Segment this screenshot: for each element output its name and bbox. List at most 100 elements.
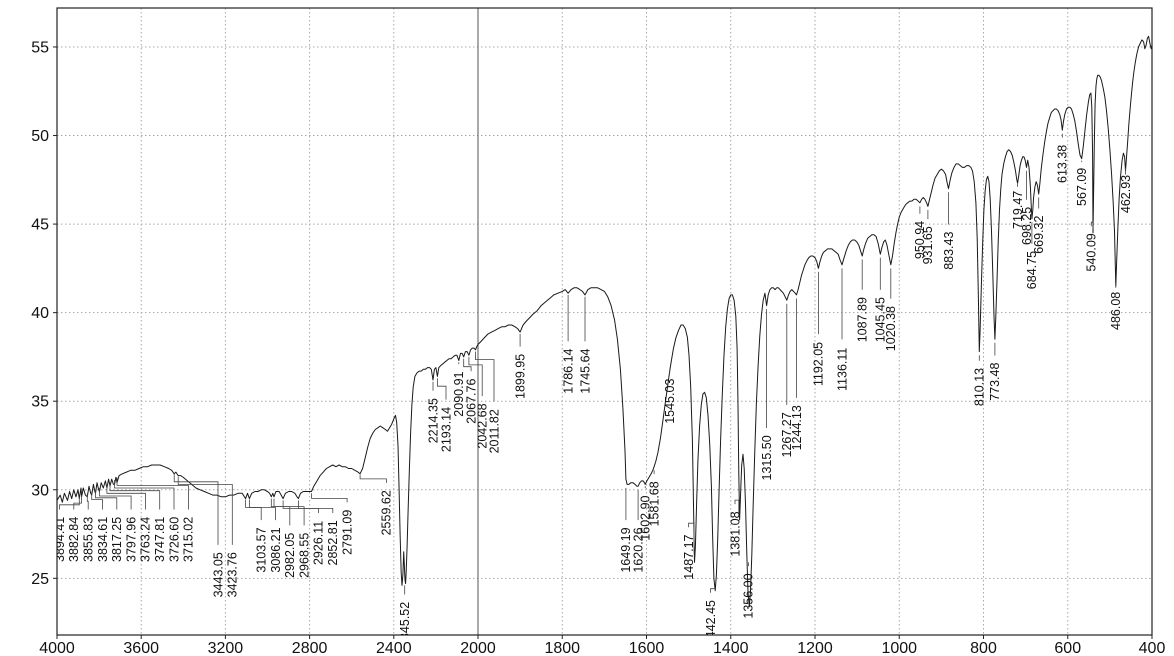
peak-leader-line [311,493,348,503]
peak-leader-line [468,356,483,397]
peak-leader-line [86,493,89,510]
peak-leader-line [249,499,276,521]
peak-label: 684.75 [1025,251,1039,289]
peak-label: 2214.35 [426,398,440,443]
peak-label: 2982.05 [283,533,297,578]
peak-label: 931.65 [921,226,935,264]
y-tick-label: 45 [31,217,49,234]
peak-label: 1087.89 [856,297,870,342]
x-tick-label: 1600 [629,640,665,656]
peak-leader-line [437,378,447,400]
peak-leader-line [710,588,715,593]
peak-label: 698.25 [1020,207,1034,245]
peak-leader-line [116,477,189,510]
peak-label: 2042.68 [476,403,490,448]
y-tick-label: 50 [31,128,49,145]
peak-leader-line [1090,221,1094,230]
peak-label: 3103.57 [255,527,269,572]
peak-leader-line [734,499,740,517]
y-tick-label: 55 [31,39,49,56]
peak-label: 1381.08 [728,511,742,556]
peak-label: 773.48 [988,363,1002,401]
peak-label: 669.32 [1032,216,1046,254]
peak-label: 950.94 [913,221,927,259]
peak-leader-line [106,485,146,510]
peak-annotations: 3894.41 3882.84 3855.83 3834.61 3817.25 3797.… [57,133,1133,647]
peak-label: 1442.45 [704,600,718,645]
peak-label: 2345.52 [398,602,412,647]
peak-leader-line [273,498,305,526]
peak-label: 1244.13 [790,405,804,450]
peak-leader-line [688,522,695,554]
peak-leader-line [298,500,334,513]
x-tick-label: 3600 [123,640,159,656]
x-tick-label: 400 [1139,640,1166,656]
peak-leader-line [95,489,118,510]
axes: 4000 3600 3200 2800 2400 2000 1800 1600 1400 1200… [31,39,1165,656]
y-tick-label: 25 [31,571,49,588]
peak-label: 2968.55 [297,533,311,578]
peak-label: 3423.76 [226,552,240,597]
x-tick-label: 2000 [460,640,496,656]
peak-label: 2090.91 [452,371,466,416]
peak-label: 1315.50 [760,435,774,480]
x-tick-label: 600 [1054,640,1081,656]
peak-label: 1545.03 [663,379,677,424]
grid [57,8,1152,635]
x-tick-label: 2400 [376,640,412,656]
x-tick-label: 1400 [713,640,749,656]
peak-label: 810.13 [973,368,987,406]
peak-leader-line [463,358,472,372]
peak-label: 462.93 [1119,175,1133,213]
peak-label: 1267.27 [780,412,794,457]
peak-label: 567.09 [1075,168,1089,206]
peak-label: 3855.83 [82,517,96,562]
peak-label: 3817.25 [110,517,124,562]
peak-leader-line [109,482,161,510]
peak-label: 486.08 [1109,292,1123,330]
peak-label: 3747.81 [153,517,167,562]
peak-label: 3797.96 [124,517,138,562]
peak-label: 1786.14 [561,348,575,393]
peak-label: 1356.00 [742,573,756,618]
peak-label: 613.38 [1056,145,1070,183]
peak-label: 2011.82 [487,409,501,453]
peak-label: 1649.19 [619,527,633,572]
peak-leader-line [91,491,103,510]
x-tick-label: 2800 [292,640,328,656]
x-tick-label: 1200 [797,640,833,656]
y-tick-label: 40 [31,305,49,322]
peak-label: 1581.68 [647,481,661,526]
x-tick-label: 1800 [544,640,580,656]
peak-label: 3726.60 [167,517,181,562]
plot-area [57,35,1152,608]
peak-leader-line [173,473,219,545]
peak-label: 1192.05 [812,342,826,386]
plot-border [56,7,1153,636]
spectrum-curve [57,35,1152,608]
peak-label: 2067.76 [464,379,478,424]
peak-label: 1020.38 [884,306,898,351]
x-tick-label: 800 [970,640,997,656]
peak-leader-line [177,476,233,545]
peak-label: 540.09 [1085,233,1099,271]
x-tick-label: 4000 [39,640,75,656]
peak-leader-line [99,488,132,510]
y-tick-label: 35 [31,394,49,411]
peak-leader-line [114,480,175,510]
peak-label: 3715.02 [182,517,196,562]
peak-label: 2926.11 [312,521,326,565]
peak-label: 2193.14 [439,407,453,452]
peak-label: 1045.45 [874,297,888,342]
peak-label: 3834.61 [96,517,110,562]
x-tick-label: 3200 [208,640,244,656]
peak-label: 1602.90 [639,495,653,540]
peak-label: 2791.09 [340,510,354,555]
peak-label: 1136.11 [835,348,849,391]
peak-label: 1620.26 [631,527,645,572]
peak-label: 1487.17 [682,534,696,579]
peak-label: 2852.81 [326,520,340,565]
